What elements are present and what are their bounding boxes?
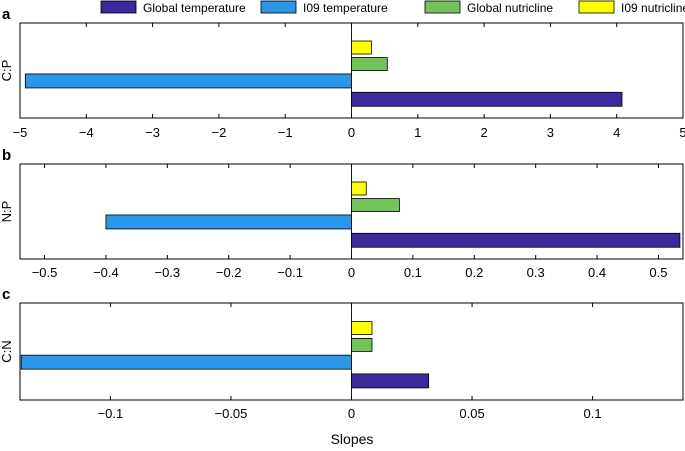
x-tick-label: 0.1 [404, 265, 422, 280]
panels: a C:P −5 −4 −3 −2 −1 0 1 2 3 4 5 b N:P −0.5 −0.4 −0.3 −0.2… [0, 6, 685, 421]
y-axis-label: N:P [0, 201, 14, 223]
x-tick-label: −5 [13, 125, 28, 140]
panel-letter: a [2, 6, 11, 23]
y-axis-label: C:P [0, 60, 14, 82]
x-tick-label: 0.3 [527, 265, 545, 280]
legend-entry: I09 nutricline [578, 0, 685, 15]
x-tick-label: −1 [278, 125, 293, 140]
bar-global-nutricline [351, 198, 400, 212]
legend-swatch [260, 0, 297, 14]
legend-entry: Global temperature [100, 0, 246, 15]
panel-letter: b [2, 147, 11, 164]
panel-letter: c [2, 286, 10, 303]
legend-label: I09 temperature [303, 1, 388, 15]
x-tick-label: 4 [613, 125, 620, 140]
legend: Global temperature I09 temperature Global … [100, 0, 685, 15]
x-tick-label: −0.4 [93, 265, 119, 280]
bar-global-temperature [351, 232, 681, 248]
x-tick-label: 5 [679, 125, 685, 140]
legend-swatch [100, 0, 137, 14]
x-tick-label: 2 [480, 125, 487, 140]
legend-entry: I09 temperature [260, 0, 388, 15]
x-tick-label: −0.5 [32, 265, 58, 280]
y-axis-label: C:N [0, 340, 14, 362]
bar-i09-temperature [20, 354, 352, 370]
x-tick-label: 0 [348, 265, 355, 280]
x-tick-label: −0.2 [216, 265, 242, 280]
bar-i09-nutricline [351, 321, 373, 335]
x-tick-label: 1 [414, 125, 421, 140]
panel-a: a C:P −5 −4 −3 −2 −1 0 1 2 3 4 5 [0, 6, 685, 140]
x-tick-label: −3 [145, 125, 160, 140]
x-tick-label: 0.4 [588, 265, 606, 280]
bar-i09-nutricline [351, 40, 372, 55]
x-tick-label: −0.05 [215, 406, 248, 421]
bar-global-nutricline [351, 338, 373, 352]
x-tick-label: 0 [348, 125, 355, 140]
panel-b: b N:P −0.5 −0.4 −0.3 −0.2 −0.1 0 0.1 0.2 0.3 0.4 0.5 [0, 147, 684, 280]
x-tick-label: 0.05 [459, 406, 484, 421]
bar-i09-nutricline [351, 181, 367, 196]
x-tick-label: 0 [348, 406, 355, 421]
x-tick-label: 3 [547, 125, 554, 140]
x-tick-label: −0.1 [98, 406, 124, 421]
bar-i09-temperature [24, 73, 352, 89]
x-tick-label: −4 [79, 125, 94, 140]
legend-label: Global temperature [143, 1, 246, 15]
x-tick-label: −0.3 [154, 265, 180, 280]
x-tick-label: 0.2 [465, 265, 483, 280]
legend-label: I09 nutricline [621, 1, 685, 15]
x-tick-label: 0.5 [649, 265, 667, 280]
legend-entry: Global nutricline [424, 0, 553, 15]
x-tick-label: 0.1 [584, 406, 602, 421]
legend-swatch [578, 0, 615, 14]
x-axis-label: Slopes [331, 431, 374, 447]
x-tick-label: −2 [211, 125, 226, 140]
legend-label: Global nutricline [467, 1, 553, 15]
bar-global-nutricline [351, 57, 388, 71]
legend-swatch [424, 0, 461, 14]
bar-i09-temperature [105, 214, 352, 230]
bar-global-temperature [351, 373, 430, 389]
bar-global-temperature [351, 91, 623, 107]
panel-c: c C:N −0.1 −0.05 0 0.05 0.1 [0, 286, 684, 421]
x-tick-label: −0.1 [277, 265, 303, 280]
